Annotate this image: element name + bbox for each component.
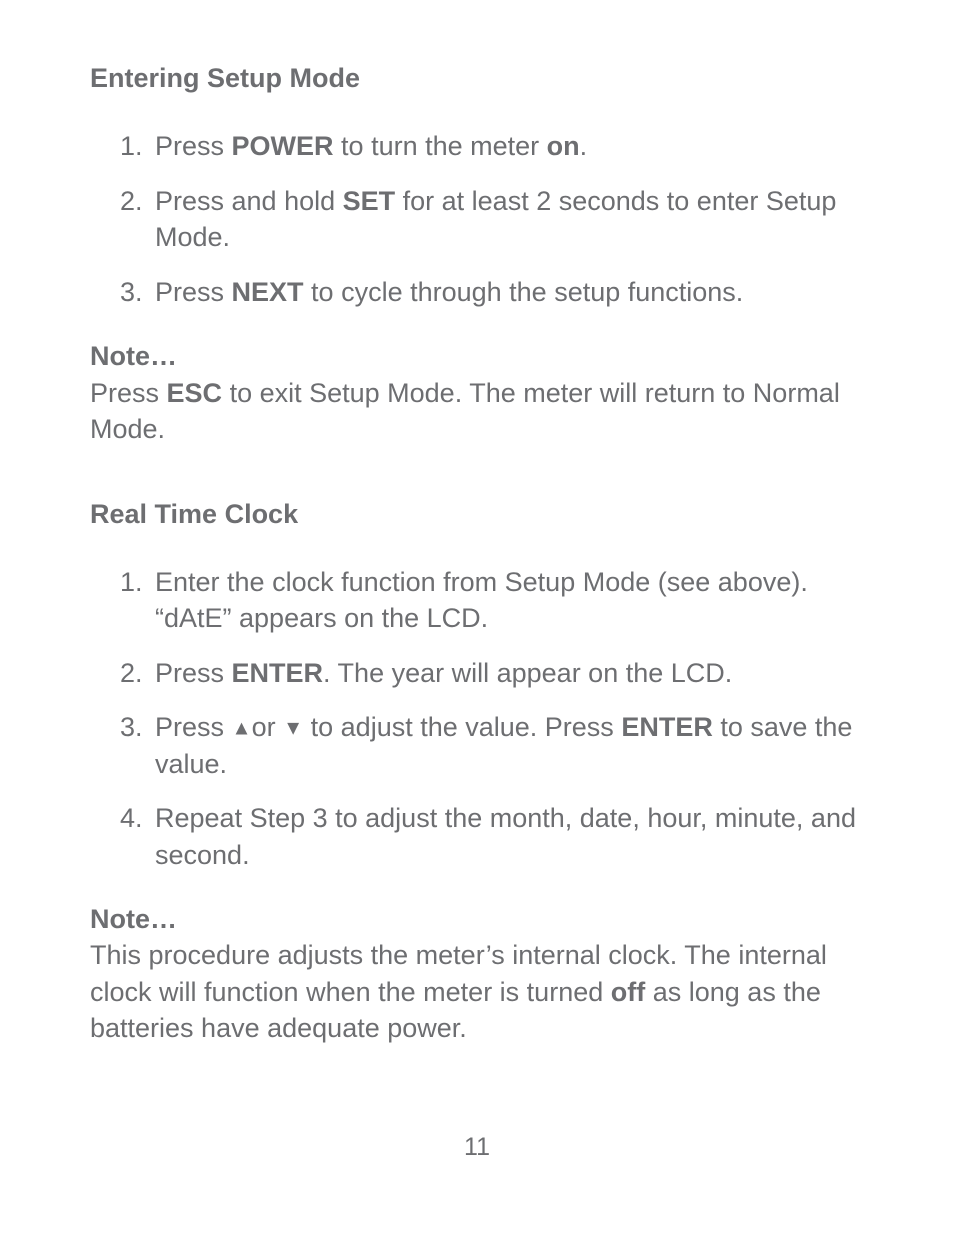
note-body-1: Press ESC to exit Setup Mode. The meter … — [90, 375, 864, 448]
key-set: SET — [343, 186, 396, 216]
key-off: off — [611, 977, 645, 1007]
key-enter: ENTER — [621, 712, 713, 742]
text: . The year will appear on the LCD. — [323, 658, 732, 688]
setup-step-3: Press NEXT to cycle through the setup fu… — [150, 274, 864, 310]
text: Press — [155, 277, 232, 307]
note-label-1: Note… — [90, 338, 864, 374]
key-on: on — [547, 131, 580, 161]
rtc-step-3: Press ▲or ▼ to adjust the value. Press E… — [150, 709, 864, 782]
key-power: POWER — [232, 131, 334, 161]
key-next: NEXT — [232, 277, 304, 307]
setup-mode-steps: Press POWER to turn the meter on. Press … — [90, 128, 864, 310]
text: or — [252, 712, 284, 742]
text: Press — [155, 658, 232, 688]
text: to cycle through the setup functions. — [304, 277, 744, 307]
note-label-2: Note… — [90, 901, 864, 937]
up-arrow-icon: ▲ — [232, 718, 252, 740]
text: Repeat Step 3 to adjust the month, date,… — [155, 803, 856, 869]
text: . — [580, 131, 588, 161]
text: Press — [155, 712, 232, 742]
setup-step-1: Press POWER to turn the meter on. — [150, 128, 864, 164]
text: Press — [90, 378, 167, 408]
key-enter: ENTER — [232, 658, 324, 688]
rtc-steps: Enter the clock function from Setup Mode… — [90, 564, 864, 873]
text: Press — [155, 131, 232, 161]
rtc-step-1: Enter the clock function from Setup Mode… — [150, 564, 864, 637]
text: to adjust the value. Press — [303, 712, 621, 742]
page-number: 11 — [0, 1131, 954, 1165]
heading-real-time-clock: Real Time Clock — [90, 496, 864, 532]
note-body-2: This procedure adjusts the meter’s inter… — [90, 937, 864, 1046]
down-arrow-icon: ▼ — [283, 718, 303, 740]
key-esc: ESC — [167, 378, 223, 408]
text: to turn the meter — [334, 131, 547, 161]
text: Enter the clock function from Setup Mode… — [155, 567, 808, 633]
setup-step-2: Press and hold SET for at least 2 second… — [150, 183, 864, 256]
text: Press and hold — [155, 186, 343, 216]
heading-entering-setup-mode: Entering Setup Mode — [90, 60, 864, 96]
rtc-step-4: Repeat Step 3 to adjust the month, date,… — [150, 800, 864, 873]
rtc-step-2: Press ENTER. The year will appear on the… — [150, 655, 864, 691]
